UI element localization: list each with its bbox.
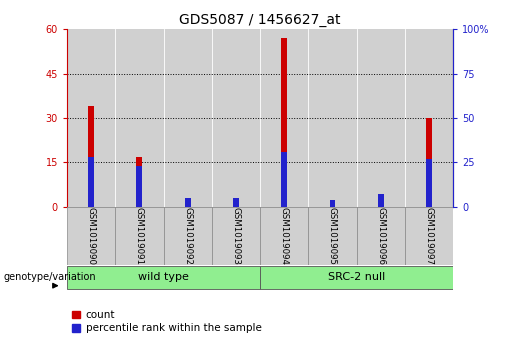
Title: GDS5087 / 1456627_at: GDS5087 / 1456627_at: [179, 13, 341, 26]
Text: GSM1019095: GSM1019095: [328, 207, 337, 265]
Bar: [212, 29, 260, 207]
FancyBboxPatch shape: [260, 207, 308, 265]
Bar: [136, 166, 142, 207]
FancyBboxPatch shape: [356, 207, 405, 265]
Text: GSM1019096: GSM1019096: [376, 207, 385, 265]
Bar: [260, 29, 308, 207]
Text: GSM1019094: GSM1019094: [280, 207, 289, 265]
Bar: [67, 29, 115, 207]
Bar: [281, 152, 287, 207]
Bar: [136, 156, 142, 207]
Bar: [330, 200, 335, 207]
FancyBboxPatch shape: [163, 207, 212, 265]
Text: genotype/variation: genotype/variation: [3, 272, 96, 282]
Bar: [308, 29, 356, 207]
Bar: [185, 198, 191, 207]
FancyBboxPatch shape: [405, 207, 453, 265]
Bar: [233, 198, 239, 207]
Legend: count, percentile rank within the sample: count, percentile rank within the sample: [72, 310, 262, 333]
Bar: [405, 29, 453, 207]
Bar: [378, 195, 384, 207]
Bar: [163, 29, 212, 207]
FancyBboxPatch shape: [308, 207, 356, 265]
Bar: [378, 198, 384, 207]
FancyBboxPatch shape: [212, 207, 260, 265]
Bar: [281, 38, 287, 207]
Bar: [88, 157, 94, 207]
Bar: [233, 204, 239, 207]
Bar: [88, 106, 94, 207]
Text: SRC-2 null: SRC-2 null: [328, 272, 385, 282]
Text: GSM1019093: GSM1019093: [231, 207, 241, 265]
FancyBboxPatch shape: [115, 207, 163, 265]
Text: GSM1019097: GSM1019097: [424, 207, 434, 265]
Bar: [356, 29, 405, 207]
Text: GSM1019090: GSM1019090: [87, 207, 96, 265]
Bar: [426, 159, 432, 207]
FancyBboxPatch shape: [67, 266, 260, 289]
Text: GSM1019091: GSM1019091: [135, 207, 144, 265]
Bar: [426, 118, 432, 207]
FancyBboxPatch shape: [67, 207, 115, 265]
Bar: [115, 29, 163, 207]
FancyBboxPatch shape: [260, 266, 453, 289]
Text: wild type: wild type: [138, 272, 189, 282]
Text: GSM1019092: GSM1019092: [183, 207, 192, 265]
